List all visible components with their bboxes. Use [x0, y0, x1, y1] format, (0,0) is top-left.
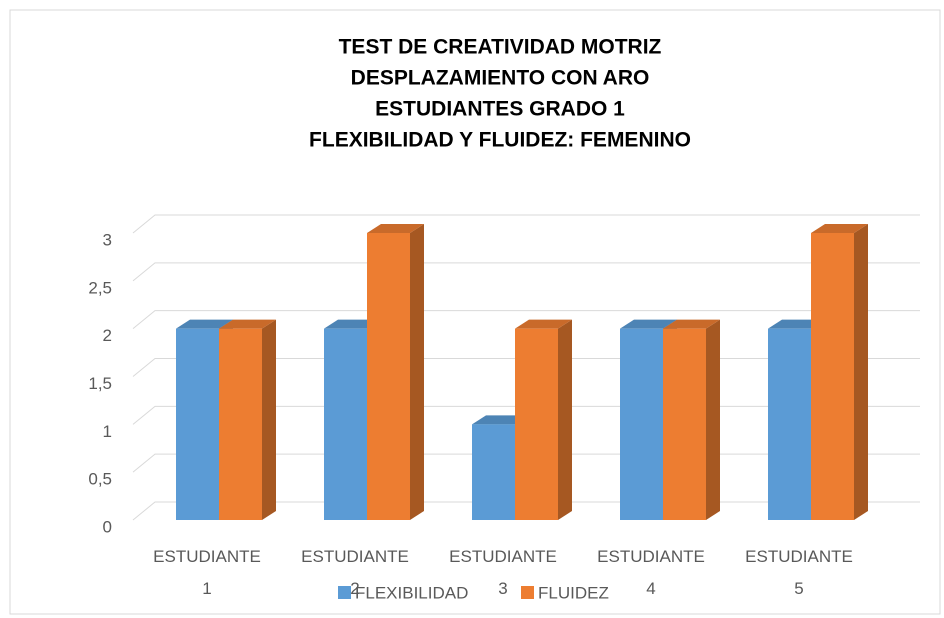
- bar: [663, 328, 706, 520]
- bar-top: [219, 319, 276, 329]
- x-tick-label: ESTUDIANTE 4: [597, 547, 705, 598]
- bar-side: [262, 319, 276, 520]
- chart-title: FLEXIBILIDAD Y FLUIDEZ: FEMENINO: [309, 129, 691, 152]
- bar-side: [854, 224, 868, 520]
- bar: [811, 233, 854, 520]
- bar: [219, 328, 262, 520]
- chart-title: ESTUDIANTES GRADO 1: [375, 98, 625, 121]
- grid-line: [132, 214, 920, 234]
- legend-swatch: [521, 586, 534, 599]
- bar-top: [324, 319, 381, 329]
- x-tick-label: ESTUDIANTE 2: [301, 547, 409, 598]
- legend-label: FLUIDEZ: [538, 583, 609, 602]
- bar-side: [410, 224, 424, 520]
- legend-swatch: [338, 586, 351, 599]
- bar-top: [620, 319, 677, 329]
- bar: [367, 233, 410, 520]
- bar: [324, 328, 367, 520]
- bar-top: [176, 319, 233, 329]
- bar-top: [515, 319, 572, 329]
- bar-top: [663, 319, 720, 329]
- bar: [515, 328, 558, 520]
- bar-side: [558, 319, 572, 520]
- bar: [768, 328, 811, 520]
- chart-title: DESPLAZAMIENTO CON ARO: [351, 67, 650, 90]
- bar-side: [706, 319, 720, 520]
- bar-top: [472, 415, 529, 425]
- bar-top: [811, 224, 868, 233]
- bar-top: [367, 224, 424, 233]
- bar-top: [768, 319, 825, 329]
- y-tick-label: 3: [103, 230, 112, 249]
- chart-title: TEST DE CREATIVIDAD MOTRIZ: [339, 36, 662, 59]
- y-tick-label: 0,5: [88, 470, 112, 489]
- bar: [472, 424, 515, 520]
- y-tick-label: 0: [103, 517, 112, 536]
- grid-line: [132, 310, 920, 330]
- x-tick-label: ESTUDIANTE 1: [153, 547, 261, 598]
- y-tick-label: 2,5: [88, 278, 112, 297]
- grid-line: [132, 262, 920, 282]
- bar: [620, 328, 663, 520]
- x-tick-label: ESTUDIANTE 5: [745, 547, 853, 598]
- legend-label: FLEXIBILIDAD: [355, 583, 468, 602]
- y-tick-label: 1,5: [88, 374, 112, 393]
- y-tick-label: 2: [103, 326, 112, 345]
- x-tick-label: ESTUDIANTE 3: [449, 547, 557, 598]
- bar: [176, 328, 219, 520]
- y-tick-label: 1: [103, 422, 112, 441]
